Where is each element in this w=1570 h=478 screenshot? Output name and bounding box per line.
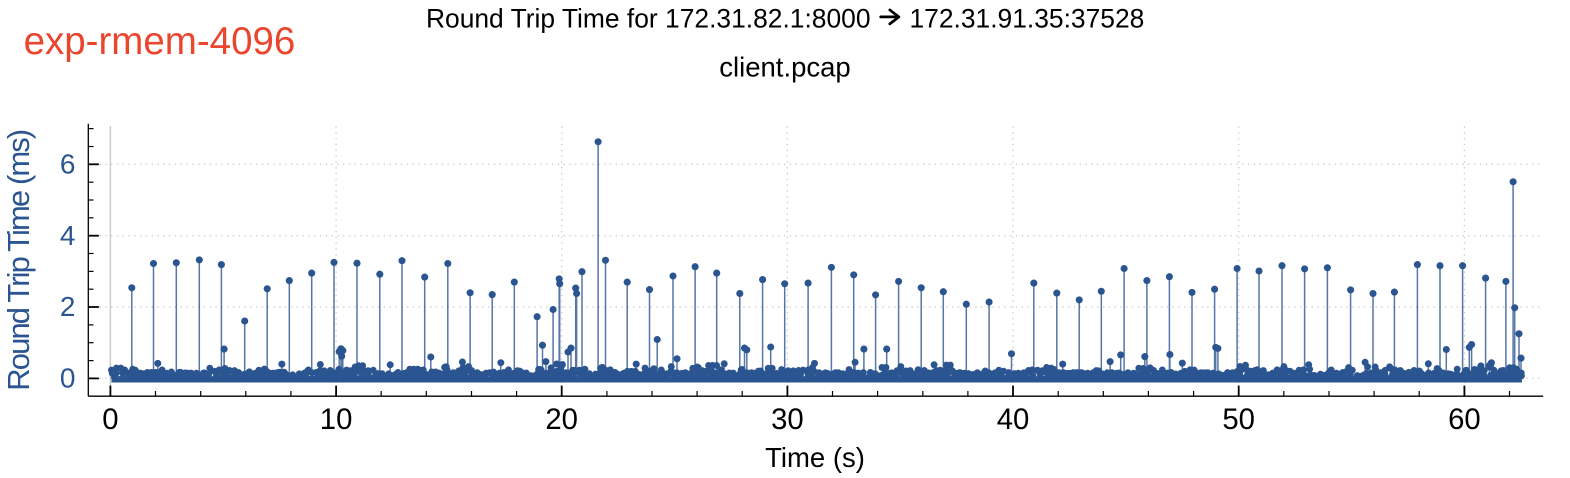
svg-text:6: 6 [60,149,76,180]
svg-text:4: 4 [60,220,76,251]
svg-text:30: 30 [771,403,804,436]
svg-text:0: 0 [60,363,76,394]
svg-text:50: 50 [1222,403,1255,436]
svg-text:10: 10 [320,403,353,436]
svg-text:client.pcap: client.pcap [719,52,850,83]
svg-text:0: 0 [102,403,118,436]
svg-text:20: 20 [545,403,578,436]
svg-text:40: 40 [997,403,1030,436]
svg-text:exp-rmem-4096: exp-rmem-4096 [24,20,296,63]
svg-text:2: 2 [60,291,76,322]
svg-text:60: 60 [1448,403,1481,436]
svg-text:Time (s): Time (s) [765,442,865,473]
svg-text:172.31.91.35:37528: 172.31.91.35:37528 [910,3,1145,33]
svg-text:Round Trip Time for 172.31.82.: Round Trip Time for 172.31.82.1:8000 [426,3,871,33]
svg-text:Round Trip Time (ms): Round Trip Time (ms) [1,130,36,391]
